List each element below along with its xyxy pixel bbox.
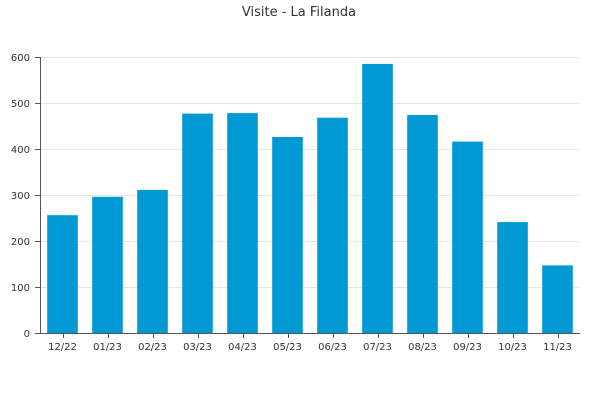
bar [182, 113, 213, 333]
x-tick-label: 09/23 [453, 342, 482, 353]
grid-lines [40, 57, 580, 288]
x-tick-label: 02/23 [138, 342, 167, 353]
bar [362, 63, 393, 334]
y-tick-label: 0 [24, 329, 30, 340]
x-tick-label: 07/23 [363, 342, 392, 353]
bar [317, 117, 348, 333]
bar [542, 265, 573, 333]
y-tick-label: 600 [11, 53, 30, 64]
y-tick-label: 200 [11, 237, 30, 248]
bar [92, 196, 123, 333]
bar [407, 115, 438, 333]
bar [137, 189, 168, 333]
x-tick-label: 01/23 [93, 342, 122, 353]
x-tick-label: 10/23 [498, 342, 527, 353]
y-tick-label: 100 [11, 283, 30, 294]
bar [452, 141, 483, 333]
x-tick-label: 11/23 [543, 342, 572, 353]
x-tick-label: 12/22 [48, 342, 77, 353]
bar [227, 113, 258, 333]
chart-title: Visite - La Filanda [242, 5, 356, 20]
bar [497, 222, 528, 333]
x-tick-label: 06/23 [318, 342, 347, 353]
x-tick-label: 08/23 [408, 342, 437, 353]
x-tick-labels: 12/22 01/23 02/23 03/23 04/23 05/23 06/23 07/23… [48, 333, 572, 353]
y-tick-label: 300 [11, 191, 30, 202]
y-tick-label: 500 [11, 99, 30, 110]
y-tick-labels: 0 100 200 300 400 500 600 [11, 53, 40, 340]
bars [47, 63, 573, 334]
x-tick-label: 05/23 [273, 342, 302, 353]
x-tick-label: 03/23 [183, 342, 212, 353]
bar [272, 137, 303, 333]
x-tick-label: 04/23 [228, 342, 257, 353]
bar [47, 215, 78, 333]
y-tick-label: 400 [11, 145, 30, 156]
axes [40, 57, 580, 334]
